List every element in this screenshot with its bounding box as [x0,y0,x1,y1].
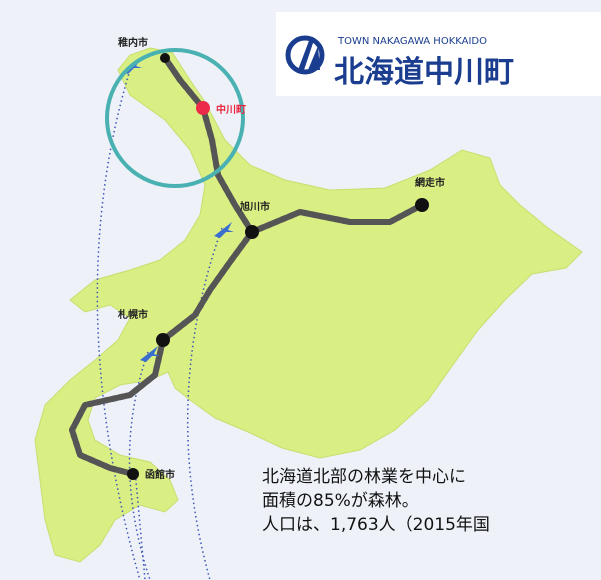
airplane [140,346,160,362]
logo-box [276,12,601,96]
city-label: 稚内市 [118,36,148,49]
airplane [214,222,234,238]
hokkaido-island [34,47,583,563]
flight-route [128,351,151,580]
flight-route [134,469,146,580]
highlight-circle [105,48,245,188]
caption-line: 人口は、1,763人（2015年国 [262,515,490,535]
logo-subtitle: TOWN NAKAGAWA HOKKAIDO [337,36,487,47]
caption-line: 北海道北部の林業を中心に [262,467,466,487]
city-label: 網走市 [415,176,445,189]
city-dot [415,198,429,212]
logo-icon [285,35,325,75]
city-dot-highlight [196,101,210,115]
city-dot [156,333,170,347]
flight-routes [96,69,223,580]
city-dot [245,225,259,239]
city-label: 旭川市 [239,200,270,213]
city-label: 札幌市 [117,308,148,321]
city-dot [127,468,139,480]
city-label: 函館市 [145,468,175,481]
city-dot [160,53,170,63]
railway [69,58,422,474]
city-label: 中川町 [216,103,246,116]
logo-title: 北海道中川町 [334,55,514,90]
caption-line: 面積の85%が森林。 [262,491,419,511]
